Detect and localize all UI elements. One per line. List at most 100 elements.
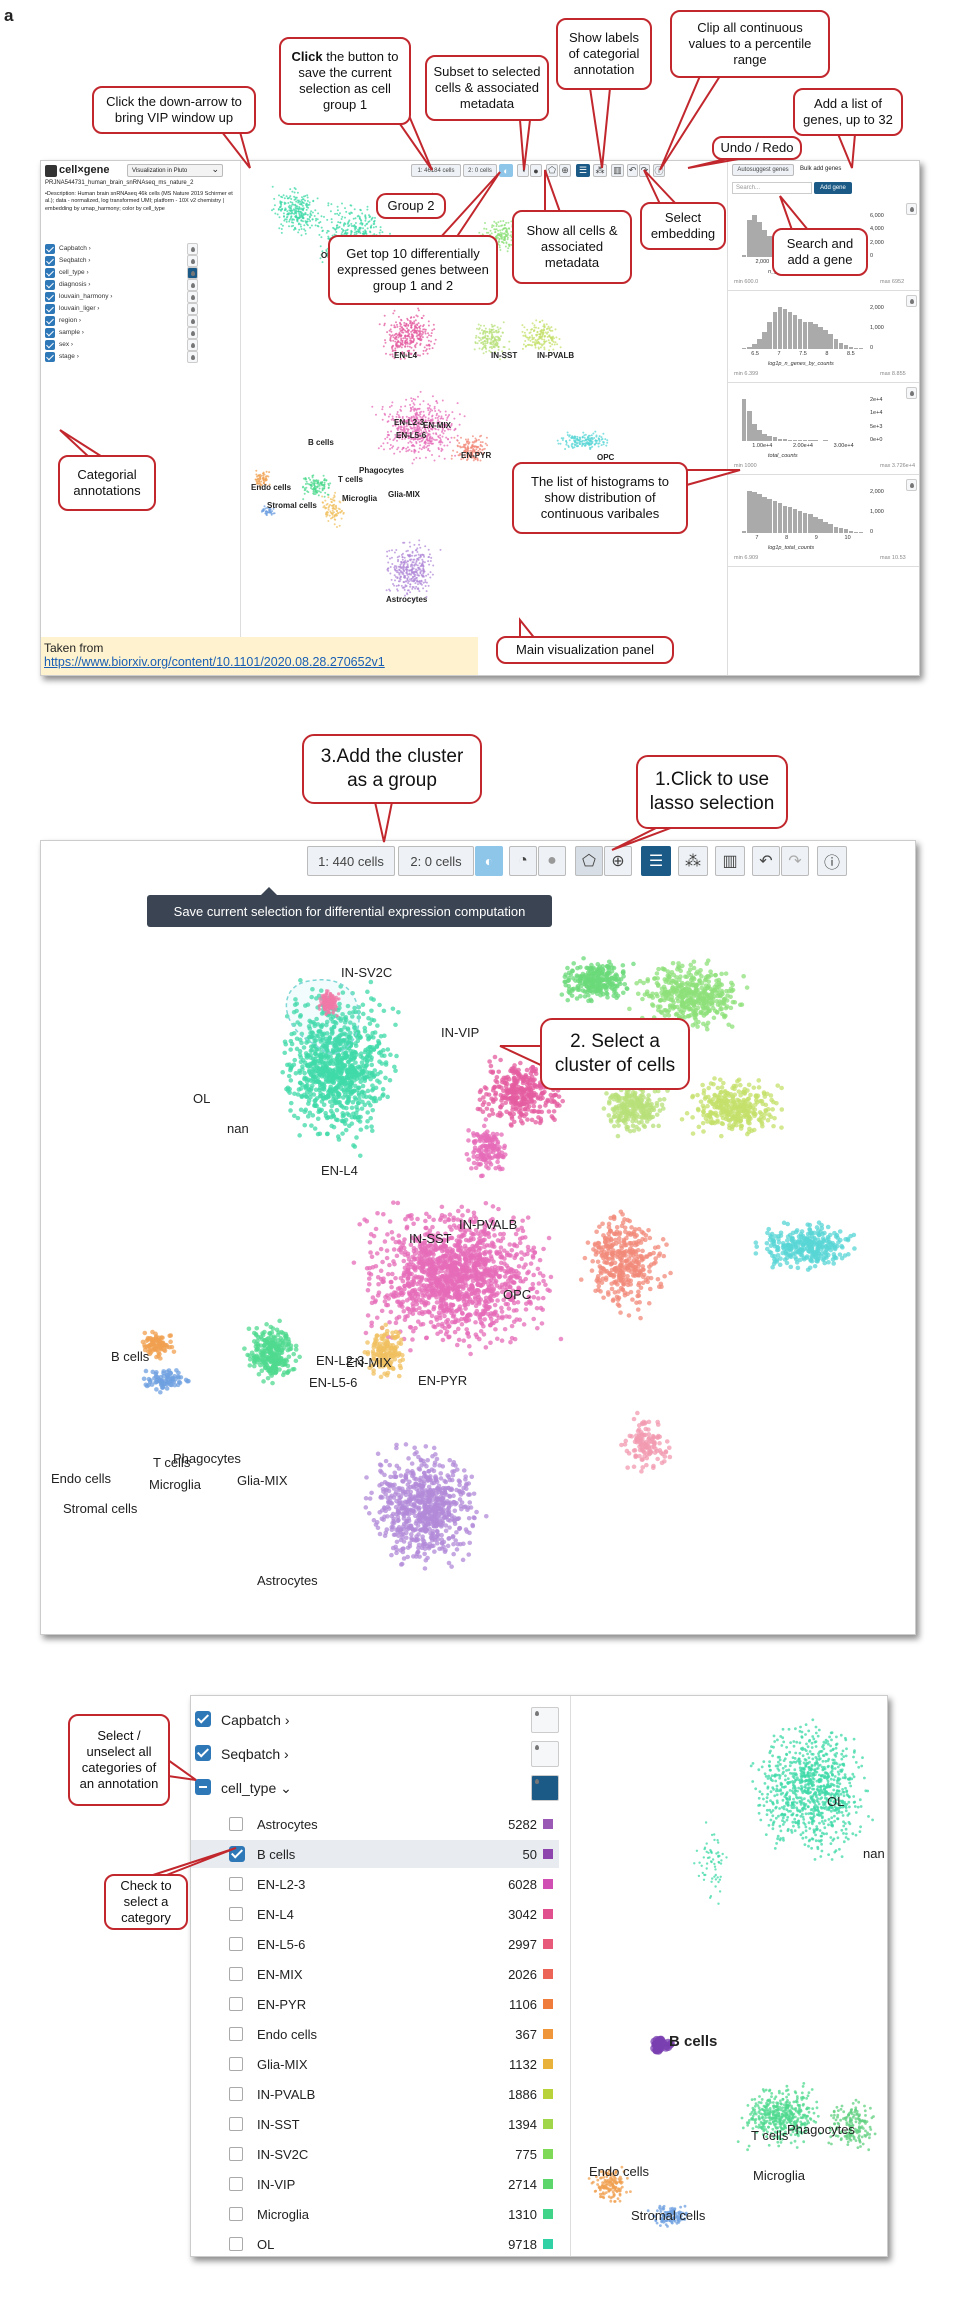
diffexp-button[interactable]: ◐ [475,846,503,876]
chevron-down-icon[interactable]: ⌄ [211,164,219,174]
show-all-button[interactable]: ● [530,164,542,177]
category-row[interactable]: IN-VIP 2714 [191,2170,559,2198]
category-row[interactable]: IN-SST 1394 [191,2110,559,2138]
category-row[interactable]: OL 9718 [191,2230,559,2256]
annotation-row[interactable]: louvain_liger › [45,303,239,315]
category-row[interactable]: Microglia 1310 [191,2200,559,2228]
indeterminate-checkbox[interactable] [195,1779,211,1795]
color-by-button[interactable] [187,315,198,327]
color-by-button[interactable] [187,267,198,279]
embedding-scatter[interactable] [41,841,916,1635]
embedding-button[interactable]: ⁂ [678,846,708,876]
color-by-button[interactable] [187,327,198,339]
group2-button[interactable]: 2: 0 cells [398,846,474,876]
color-by-button[interactable] [906,203,917,215]
undo-button[interactable]: ↶ [627,164,638,177]
embedding-scatter-zoomed[interactable] [191,1696,888,2257]
checkbox[interactable] [45,340,55,350]
category-checkbox[interactable] [229,1907,243,1921]
category-row[interactable]: EN-L2-3 6028 [191,1870,559,1898]
lasso-button[interactable]: ⬠ [546,164,558,177]
category-row[interactable]: IN-SV2C 775 [191,2140,559,2168]
redo-button[interactable]: ↷ [781,846,809,876]
source-note-link[interactable]: https://www.biorxiv.org/content/10.1101/… [44,655,385,669]
undo-button[interactable]: ↶ [752,846,780,876]
zoom-button[interactable]: ⊕ [559,164,571,177]
color-by-button[interactable] [187,303,198,315]
category-row[interactable]: Endo cells 367 [191,2020,559,2048]
category-checkbox[interactable] [229,1817,243,1831]
color-by-button[interactable] [531,1707,559,1733]
category-checkbox[interactable] [229,2237,243,2251]
category-checkbox[interactable] [229,1937,243,1951]
category-checkbox[interactable] [229,2027,243,2041]
checkbox[interactable] [45,304,55,314]
category-row[interactable]: Astrocytes 5282 [191,1810,559,1838]
color-by-button[interactable] [906,479,917,491]
annotation-row[interactable]: sample › [45,327,239,339]
color-by-button[interactable] [906,295,917,307]
category-checkbox[interactable] [229,2057,243,2071]
info-button[interactable]: ⓘ [817,846,847,876]
group1-button[interactable]: 1: 440 cells [307,846,395,876]
category-row[interactable]: IN-PVALB 1886 [191,2080,559,2108]
vip-dropdown-button[interactable]: Visualization in Pluto ⌄ [127,164,223,177]
clip-button[interactable]: ▥ [611,164,624,177]
embedding-button[interactable]: ⁂ [593,164,607,177]
color-by-button[interactable] [187,291,198,303]
category-row[interactable]: Glia-MIX 1132 [191,2050,559,2078]
annotation-row[interactable]: stage › [45,351,239,363]
lasso-button[interactable]: ⬠ [575,846,603,876]
annotation-row[interactable]: Seqbatch › [45,255,239,267]
annotation-row[interactable]: cell_type › [45,267,239,279]
category-checkbox[interactable] [229,2147,243,2161]
color-by-button[interactable] [187,339,198,351]
category-checkbox[interactable] [229,2207,243,2221]
annotation-row[interactable]: cell_type ⌄ [191,1772,571,1802]
color-by-button[interactable] [187,255,198,267]
category-checkbox[interactable] [229,2177,243,2191]
bulk-add-genes-button[interactable]: Bulk add genes [800,166,842,172]
category-checkbox[interactable] [229,1967,243,1981]
show-labels-button[interactable]: ☰ [576,164,590,177]
checkbox[interactable] [45,316,55,326]
category-checkbox[interactable] [229,1997,243,2011]
annotation-row[interactable]: Seqbatch › [191,1738,571,1768]
annotation-row[interactable]: sex › [45,339,239,351]
category-row[interactable]: EN-L4 3042 [191,1900,559,1928]
diffexp-button[interactable]: ◐ [499,164,513,177]
color-by-button[interactable] [531,1775,559,1801]
zoom-button[interactable]: ⊕ [604,846,632,876]
color-by-button[interactable] [187,351,198,363]
color-by-button[interactable] [187,243,198,255]
annotation-row[interactable]: Capbatch › [45,243,239,255]
checkbox[interactable] [45,292,55,302]
color-by-button[interactable] [906,387,917,399]
color-by-button[interactable] [531,1741,559,1767]
category-checkbox[interactable] [229,2117,243,2131]
annotation-row[interactable]: region › [45,315,239,327]
checkbox[interactable] [45,256,55,266]
category-checkbox[interactable] [229,1877,243,1891]
annotation-row[interactable]: louvain_harmony › [45,291,239,303]
checkbox[interactable] [195,1745,211,1761]
checkbox[interactable] [45,328,55,338]
group2-button[interactable]: 2: 0 cells [463,164,497,177]
gene-search-input[interactable]: Search... [732,182,812,194]
category-row[interactable]: EN-MIX 2026 [191,1960,559,1988]
checkbox[interactable] [45,244,55,254]
category-row[interactable]: EN-L5-6 2997 [191,1930,559,1958]
show-labels-button[interactable]: ☰ [641,846,671,876]
group1-button[interactable]: 1: 46184 cells [411,164,461,177]
checkbox[interactable] [45,352,55,362]
checkbox[interactable] [195,1711,211,1727]
show-all-button[interactable]: ● [538,846,566,876]
add-gene-button[interactable]: Add gene [814,182,852,194]
lasso-selection[interactable] [285,979,360,1055]
clip-button[interactable]: ▥ [715,846,745,876]
annotation-row[interactable]: diagnosis › [45,279,239,291]
checkbox[interactable] [45,280,55,290]
color-by-button[interactable] [187,279,198,291]
checkbox[interactable] [45,268,55,278]
category-row[interactable]: EN-PYR 1106 [191,1990,559,2018]
